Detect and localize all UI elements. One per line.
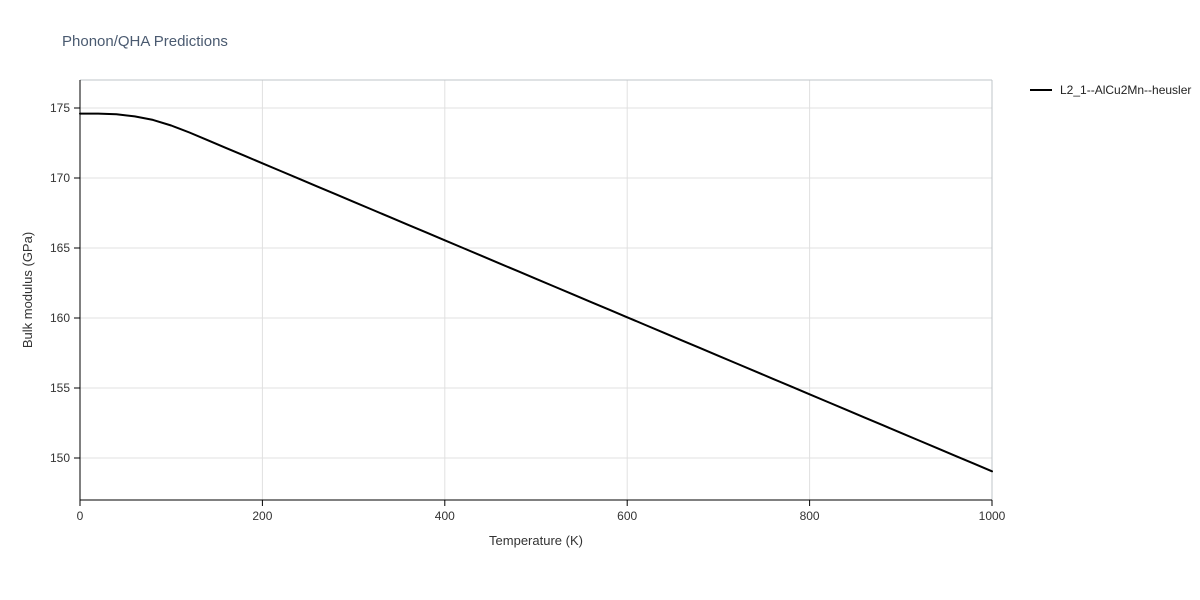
y-tick-label: 160 bbox=[50, 311, 70, 325]
chart-container: Phonon/QHA Predictions 0 200 400 600 800 1000… bbox=[0, 0, 1200, 600]
x-tick-label: 0 bbox=[77, 509, 84, 523]
x-axis-label: Temperature (K) bbox=[489, 533, 583, 548]
series-line-0 bbox=[80, 114, 992, 472]
y-tick-label: 155 bbox=[50, 381, 70, 395]
chart-title: Phonon/QHA Predictions bbox=[62, 33, 228, 50]
x-tick-label: 600 bbox=[617, 509, 637, 523]
y-tick-label: 165 bbox=[50, 241, 70, 255]
y-tick-label: 175 bbox=[50, 101, 70, 115]
y-tick-label: 170 bbox=[50, 171, 70, 185]
chart-svg: 0 200 400 600 800 1000 150 155 160 165 170 175 Tempe… bbox=[0, 0, 1200, 600]
x-tick-label: 800 bbox=[800, 509, 820, 523]
x-tick-label: 1000 bbox=[979, 509, 1006, 523]
legend-label: L2_1--AlCu2Mn--heusler bbox=[1060, 83, 1191, 97]
y-axis-label: Bulk modulus (GPa) bbox=[20, 232, 35, 348]
x-tick-label: 200 bbox=[252, 509, 272, 523]
y-tick-label: 150 bbox=[50, 451, 70, 465]
x-tick-label: 400 bbox=[435, 509, 455, 523]
